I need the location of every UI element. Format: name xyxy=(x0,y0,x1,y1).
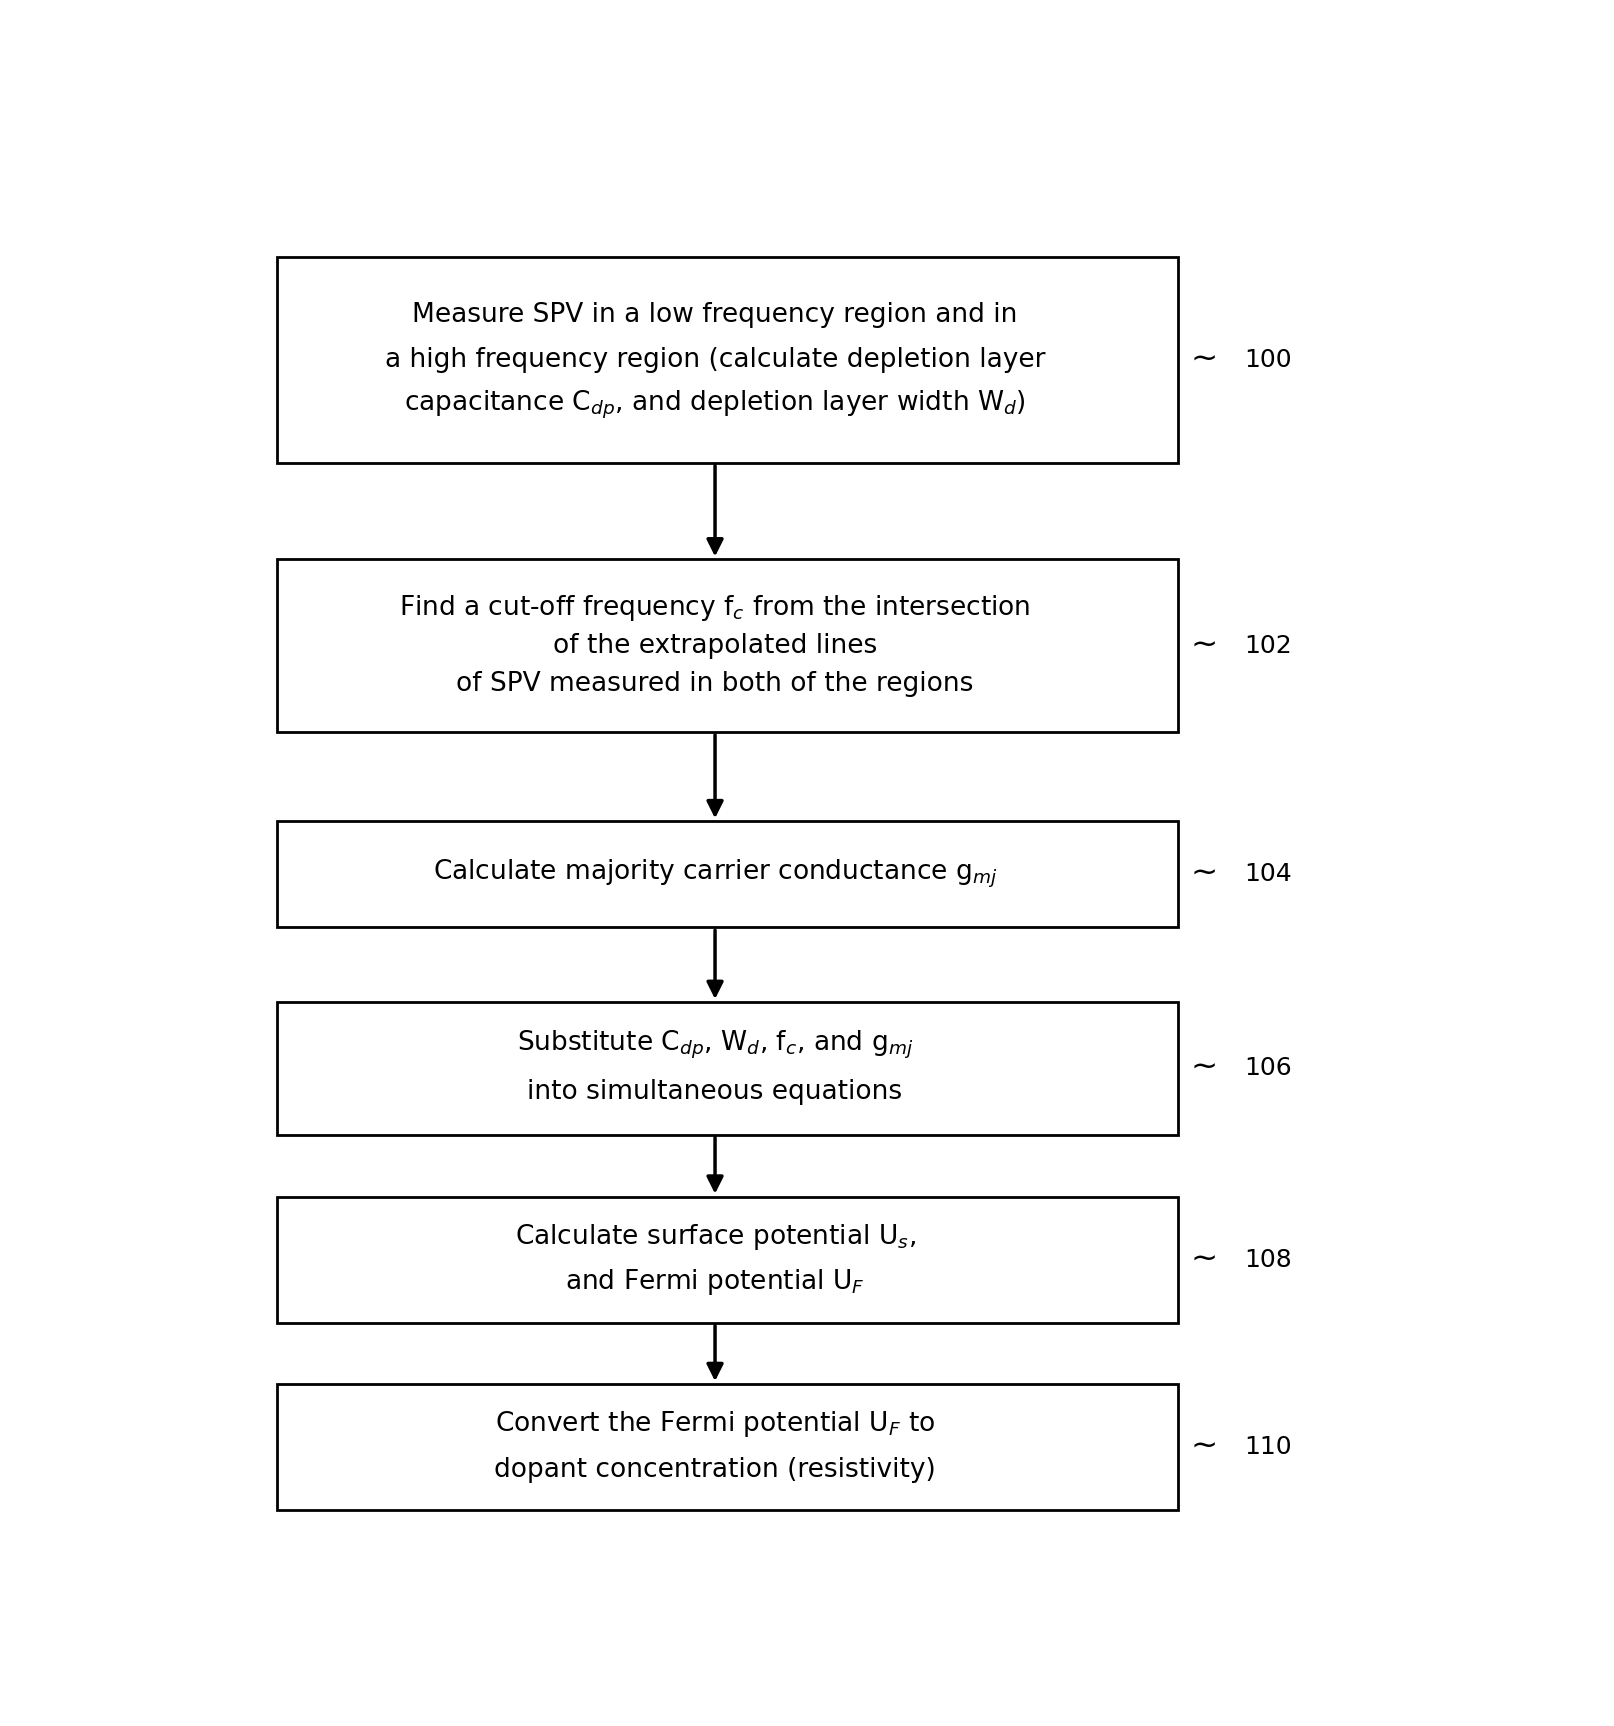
Text: Convert the Fermi potential U$_{F}$ to: Convert the Fermi potential U$_{F}$ to xyxy=(494,1410,935,1439)
Text: ~: ~ xyxy=(1190,1053,1217,1084)
FancyBboxPatch shape xyxy=(278,1384,1177,1510)
Text: 110: 110 xyxy=(1244,1434,1291,1458)
FancyBboxPatch shape xyxy=(278,1196,1177,1322)
Text: 106: 106 xyxy=(1244,1056,1291,1080)
Text: ~: ~ xyxy=(1190,1244,1217,1276)
Text: ~: ~ xyxy=(1190,345,1217,376)
Text: and Fermi potential U$_{F}$: and Fermi potential U$_{F}$ xyxy=(565,1267,865,1298)
Text: ~: ~ xyxy=(1190,630,1217,661)
Text: Calculate surface potential U$_{s}$,: Calculate surface potential U$_{s}$, xyxy=(515,1222,915,1251)
Text: capacitance C$_{dp}$, and depletion layer width W$_{d}$): capacitance C$_{dp}$, and depletion laye… xyxy=(404,388,1025,421)
Text: 100: 100 xyxy=(1244,349,1291,373)
Text: dopant concentration (resistivity): dopant concentration (resistivity) xyxy=(494,1457,936,1483)
Text: 104: 104 xyxy=(1244,863,1291,885)
FancyBboxPatch shape xyxy=(278,257,1177,463)
Text: 108: 108 xyxy=(1244,1248,1291,1272)
Text: Calculate majority carrier conductance g$_{mj}$: Calculate majority carrier conductance g… xyxy=(433,858,996,891)
FancyBboxPatch shape xyxy=(278,822,1177,927)
Text: a high frequency region (calculate depletion layer: a high frequency region (calculate deple… xyxy=(384,347,1044,373)
Text: ~: ~ xyxy=(1190,1431,1217,1462)
Text: of SPV measured in both of the regions: of SPV measured in both of the regions xyxy=(457,671,973,697)
Text: ~: ~ xyxy=(1190,860,1217,891)
Text: Measure SPV in a low frequency region and in: Measure SPV in a low frequency region an… xyxy=(412,302,1017,328)
Text: into simultaneous equations: into simultaneous equations xyxy=(528,1079,902,1105)
Text: 102: 102 xyxy=(1244,633,1291,658)
FancyBboxPatch shape xyxy=(278,1001,1177,1134)
Text: of the extrapolated lines: of the extrapolated lines xyxy=(552,633,876,659)
Text: Find a cut-off frequency f$_{c}$ from the intersection: Find a cut-off frequency f$_{c}$ from th… xyxy=(399,592,1030,623)
Text: Substitute C$_{dp}$, W$_{d}$, f$_{c}$, and g$_{mj}$: Substitute C$_{dp}$, W$_{d}$, f$_{c}$, a… xyxy=(516,1029,912,1060)
FancyBboxPatch shape xyxy=(278,559,1177,732)
